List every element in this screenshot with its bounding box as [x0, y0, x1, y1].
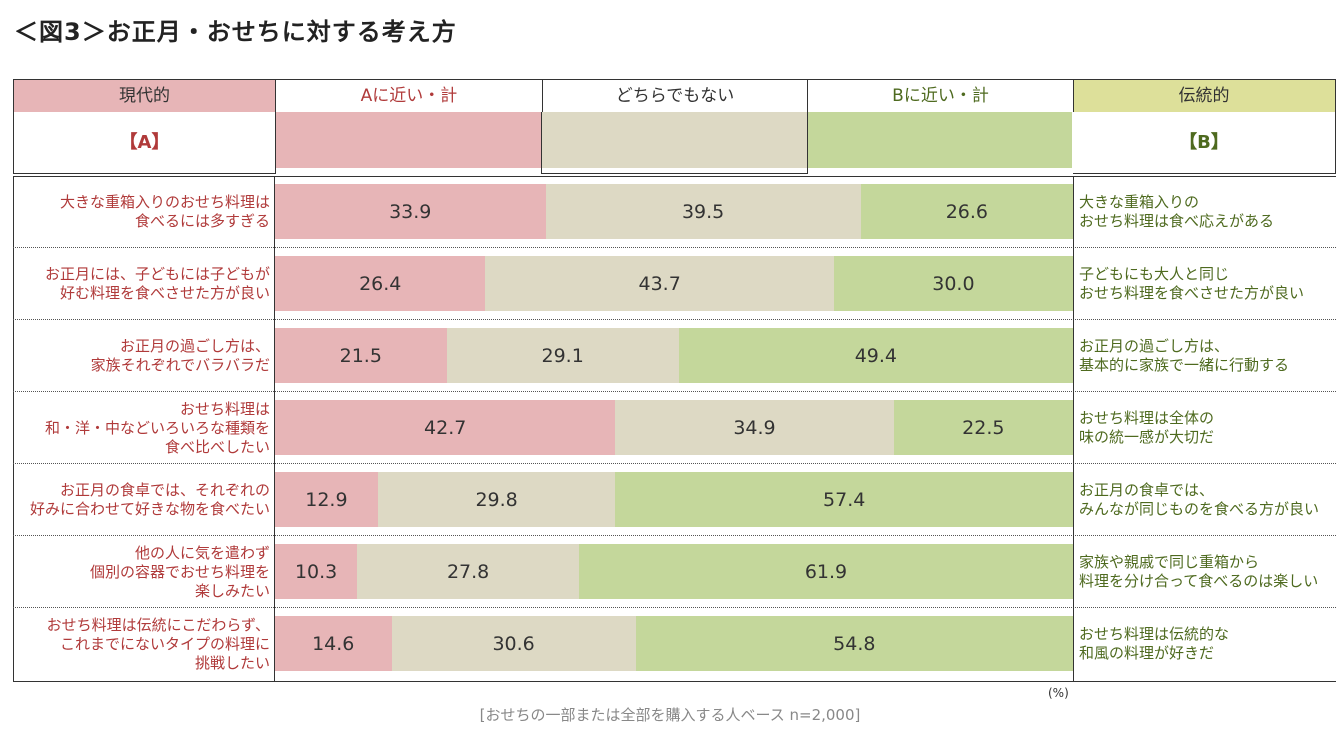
chart-row: おせち料理は伝統にこだわらず、 これまでにないタイプの料理に 挑戦したい 14.6… [13, 608, 1336, 680]
data-label: 34.9 [733, 416, 776, 439]
data-label: 57.4 [823, 488, 866, 511]
data-label: 30.6 [492, 632, 535, 655]
bar-a: 10.3 [275, 544, 358, 599]
axis-line-right [1073, 176, 1074, 682]
row-separator [13, 535, 1336, 536]
chart-row: お正月の食卓では、それぞれの 好みに合わせて好きな物を食べたい 12.9 29.8 5… [13, 464, 1336, 536]
data-label: 30.0 [932, 272, 975, 295]
header-b-code: 【B】 [1179, 132, 1229, 153]
bar-b: 30.0 [833, 256, 1073, 311]
category-a-label: 他の人に気を遣わず 個別の容器でおせち料理を 楽しみたい [89, 543, 270, 600]
bar-b: 57.4 [615, 472, 1073, 527]
legend-label-neither: どちらでもない [542, 79, 808, 112]
data-label: 33.9 [389, 200, 432, 223]
category-b-label: お正月の過ごし方は、 基本的に家族で一緒に行動する [1079, 337, 1290, 374]
data-label: 10.3 [294, 560, 338, 583]
category-a-label: 大きな重箱入りのおせち料理は 食べるには多すぎる [59, 193, 270, 230]
data-label: 49.4 [854, 344, 898, 367]
bar-b: 54.8 [635, 616, 1073, 671]
category-b-label: 家族や親戚で同じ重箱から 料理を分け合って食べるのは楽しい [1079, 553, 1319, 590]
category-a-label: お正月には、子どもには子どもが 好む料理を食べさせた方が良い [44, 265, 270, 302]
data-label: 42.7 [424, 416, 467, 439]
data-label: 26.6 [945, 200, 988, 223]
bar-neither: 43.7 [485, 256, 834, 311]
legend-label-a: Aに近い・計 [275, 79, 542, 112]
legend-label-b: Bに近い・計 [808, 79, 1074, 112]
row-separator [13, 319, 1336, 320]
frame-line [541, 112, 542, 174]
row-separator [13, 391, 1336, 392]
sample-note: [おせちの一部または全部を購入する人ベース n=2,000] [479, 706, 861, 724]
header-a: 現代的 【A】 [13, 79, 275, 174]
frame-line [542, 173, 808, 174]
chart-row: おせち料理は 和・洋・中などいろいろな種類を 食べ比べしたい 42.7 34.9 22… [13, 392, 1336, 464]
bar-b: 22.5 [893, 400, 1073, 455]
chart-row: 他の人に気を遣わず 個別の容器でおせち料理を 楽しみたい 10.3 27.8 61.9… [13, 536, 1336, 608]
data-label: 26.4 [359, 272, 402, 295]
category-a-label: おせち料理は伝統にこだわらず、 これまでにないタイプの料理に 挑戦したい [46, 615, 270, 672]
legend-swatch-b [808, 112, 1072, 168]
data-label: 43.7 [638, 272, 681, 295]
bar-a: 14.6 [275, 616, 392, 671]
category-a-label: お正月の過ごし方は、 家族それぞれでバラバラだ [90, 337, 270, 374]
bar-a: 26.4 [275, 256, 486, 311]
header-b-band: 伝統的 [1073, 80, 1335, 112]
data-label: 27.8 [446, 560, 490, 583]
category-b-label: おせち料理は伝統的な 和風の料理が好きだ [1079, 625, 1230, 662]
bar-neither: 39.5 [545, 184, 861, 239]
legend-swatch-a [276, 112, 541, 168]
data-label: 61.9 [804, 560, 848, 583]
chart-row: 大きな重箱入りのおせち料理は 食べるには多すぎる 33.9 39.5 26.6 大きな重… [13, 176, 1336, 248]
category-a-label: お正月の食卓では、それぞれの 好みに合わせて好きな物を食べたい [29, 481, 270, 518]
bar-b: 49.4 [678, 328, 1073, 383]
category-b-label: おせち料理は全体の 味の統一感が大切だ [1079, 409, 1215, 446]
unit-label: (%) [1048, 686, 1069, 700]
bar-a: 33.9 [275, 184, 546, 239]
bar-b: 61.9 [579, 544, 1073, 599]
chart-row: お正月には、子どもには子どもが 好む料理を食べさせた方が良い 26.4 43.7 30… [13, 248, 1336, 320]
row-separator [13, 247, 1336, 248]
legend-swatch-neither [542, 112, 807, 168]
data-label: 22.5 [962, 416, 1005, 439]
chart-title: ＜図3＞お正月・おせちに対する考え方 [14, 18, 457, 46]
category-b-label: お正月の食卓では、 みんなが同じものを食べる方が良い [1079, 481, 1320, 518]
category-a-label: おせち料理は 和・洋・中などいろいろな種類を 食べ比べしたい [44, 399, 270, 456]
bar-a: 12.9 [275, 472, 378, 527]
data-label: 29.8 [475, 488, 518, 511]
bar-b: 26.6 [860, 184, 1073, 239]
frame-line [807, 112, 808, 174]
bar-neither: 30.6 [391, 616, 636, 671]
row-separator [13, 607, 1336, 608]
header-a-code: 【A】 [119, 132, 170, 153]
bar-neither: 34.9 [615, 400, 894, 455]
row-separator [13, 463, 1336, 464]
axis-line-left [274, 176, 275, 682]
data-label: 21.5 [339, 344, 382, 367]
category-b-label: 子どもにも大人と同じ おせち料理を食べさせた方が良い [1079, 265, 1305, 302]
category-b-label: 大きな重箱入りの おせち料理は食べ応えがある [1079, 193, 1275, 230]
data-label: 39.5 [681, 200, 725, 223]
data-label: 54.8 [833, 632, 876, 655]
frame-line [275, 112, 276, 174]
data-label: 14.6 [312, 632, 355, 655]
bar-a: 21.5 [275, 328, 447, 383]
bar-neither: 29.1 [446, 328, 679, 383]
header-b: 伝統的 【B】 [1073, 79, 1336, 174]
chart-row: お正月の過ごし方は、 家族それぞれでバラバラだ 21.5 29.1 49.4 お正月の過… [13, 320, 1336, 392]
bar-a: 42.7 [275, 400, 616, 455]
data-label: 12.9 [305, 488, 348, 511]
bar-neither: 27.8 [357, 544, 580, 599]
header-a-band: 現代的 [14, 80, 275, 112]
data-label: 29.1 [541, 344, 584, 367]
bar-neither: 29.8 [377, 472, 616, 527]
chart-frame [13, 176, 1336, 682]
